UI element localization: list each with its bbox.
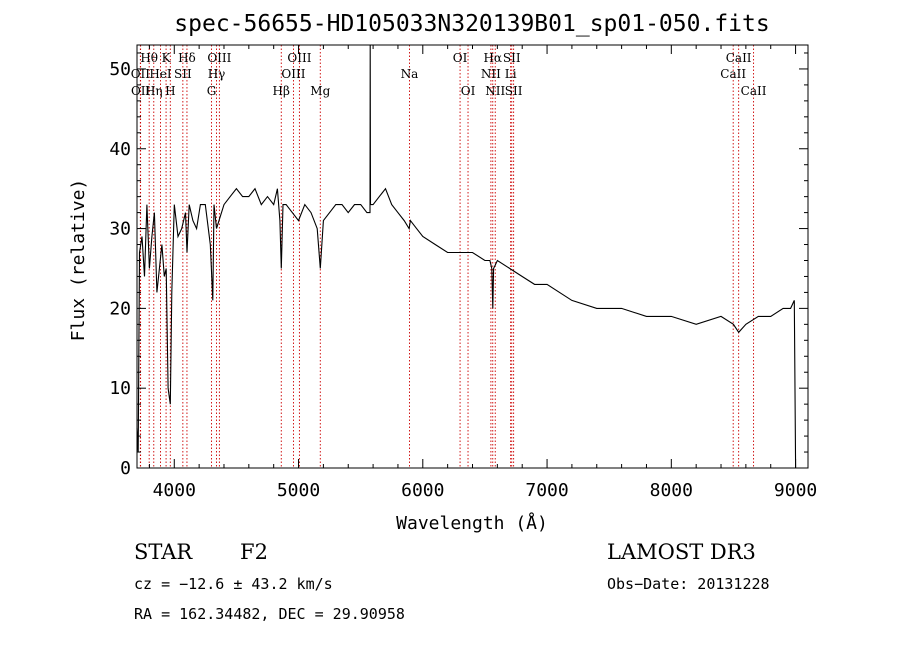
y-tick-label: 20 xyxy=(109,298,131,319)
line-label-12: Hβ xyxy=(273,84,290,98)
x-tick-label: 8000 xyxy=(650,480,693,501)
line-label-10: Hγ xyxy=(208,67,226,81)
line-label-18: OI xyxy=(461,84,476,98)
line-label-21: NII xyxy=(485,84,505,98)
plot-frame xyxy=(136,44,809,469)
line-label-13: OIII xyxy=(281,67,305,81)
x-tick-label: 7000 xyxy=(525,480,568,501)
x-tick-label: 9000 xyxy=(774,480,817,501)
spectrum-line xyxy=(136,44,797,469)
line-label-8: Hδ xyxy=(178,51,196,65)
x-tick-label: 4000 xyxy=(153,480,196,501)
emission-line-markers xyxy=(139,45,755,468)
line-label-24: SII xyxy=(505,84,523,98)
x-axis-ticks: 4000 5000 6000 7000 8000 9000 xyxy=(148,45,817,501)
x-axis-label: Wavelength (Å) xyxy=(396,512,548,534)
survey-name: LAMOST DR3 xyxy=(607,540,756,564)
y-axis-ticks: 0 10 20 30 40 50 xyxy=(109,52,808,479)
line-label-7: SII xyxy=(174,67,192,81)
ra-dec-coords: RA = 162.34482, DEC = 29.90958 xyxy=(134,605,405,623)
line-label-1: OII xyxy=(131,67,151,81)
observation-date: Obs−Date: 20131228 xyxy=(607,575,770,593)
line-label-16: Na xyxy=(401,67,419,81)
y-tick-label: 30 xyxy=(109,219,131,240)
y-axis-label: Flux (relative) xyxy=(68,179,89,342)
x-tick-label: 6000 xyxy=(401,480,444,501)
redshift-cz: cz = −12.6 ± 43.2 km/s xyxy=(134,575,333,593)
line-label-26: CaII xyxy=(726,51,752,65)
y-tick-label: 40 xyxy=(109,139,131,160)
y-tick-label: 0 xyxy=(120,458,131,479)
line-label-20: Hα xyxy=(483,51,502,65)
emission-line-labels: HθOIIOIIHηHeIKHSIIHδGHγOIIIHβOIIIOIIIMgN… xyxy=(131,51,767,98)
y-tick-label: 10 xyxy=(109,378,131,399)
line-label-23: SII xyxy=(503,51,521,65)
line-label-0: Hθ xyxy=(140,51,158,65)
line-label-27: CaII xyxy=(741,84,767,98)
line-label-5: K xyxy=(162,51,172,65)
line-label-15: Mg xyxy=(310,84,330,98)
line-label-14: OIII xyxy=(287,51,311,65)
line-label-3: Hη xyxy=(145,84,163,98)
line-label-2: OII xyxy=(131,84,151,98)
line-label-22: Li xyxy=(505,67,517,81)
object-class: STAR xyxy=(134,540,193,564)
line-label-17: OI xyxy=(453,51,468,65)
x-tick-label: 5000 xyxy=(277,480,320,501)
line-label-6: H xyxy=(165,84,175,98)
line-label-19: NII xyxy=(481,67,501,81)
line-label-11: OIII xyxy=(207,51,231,65)
line-label-25: CaII xyxy=(720,67,746,81)
y-tick-label: 50 xyxy=(109,59,131,80)
chart-title: spec-56655-HD105033N320139B01_sp01-050.f… xyxy=(174,11,769,37)
line-label-4: HeI xyxy=(149,67,172,81)
line-label-9: G xyxy=(207,84,217,98)
object-subclass: F2 xyxy=(240,540,268,564)
